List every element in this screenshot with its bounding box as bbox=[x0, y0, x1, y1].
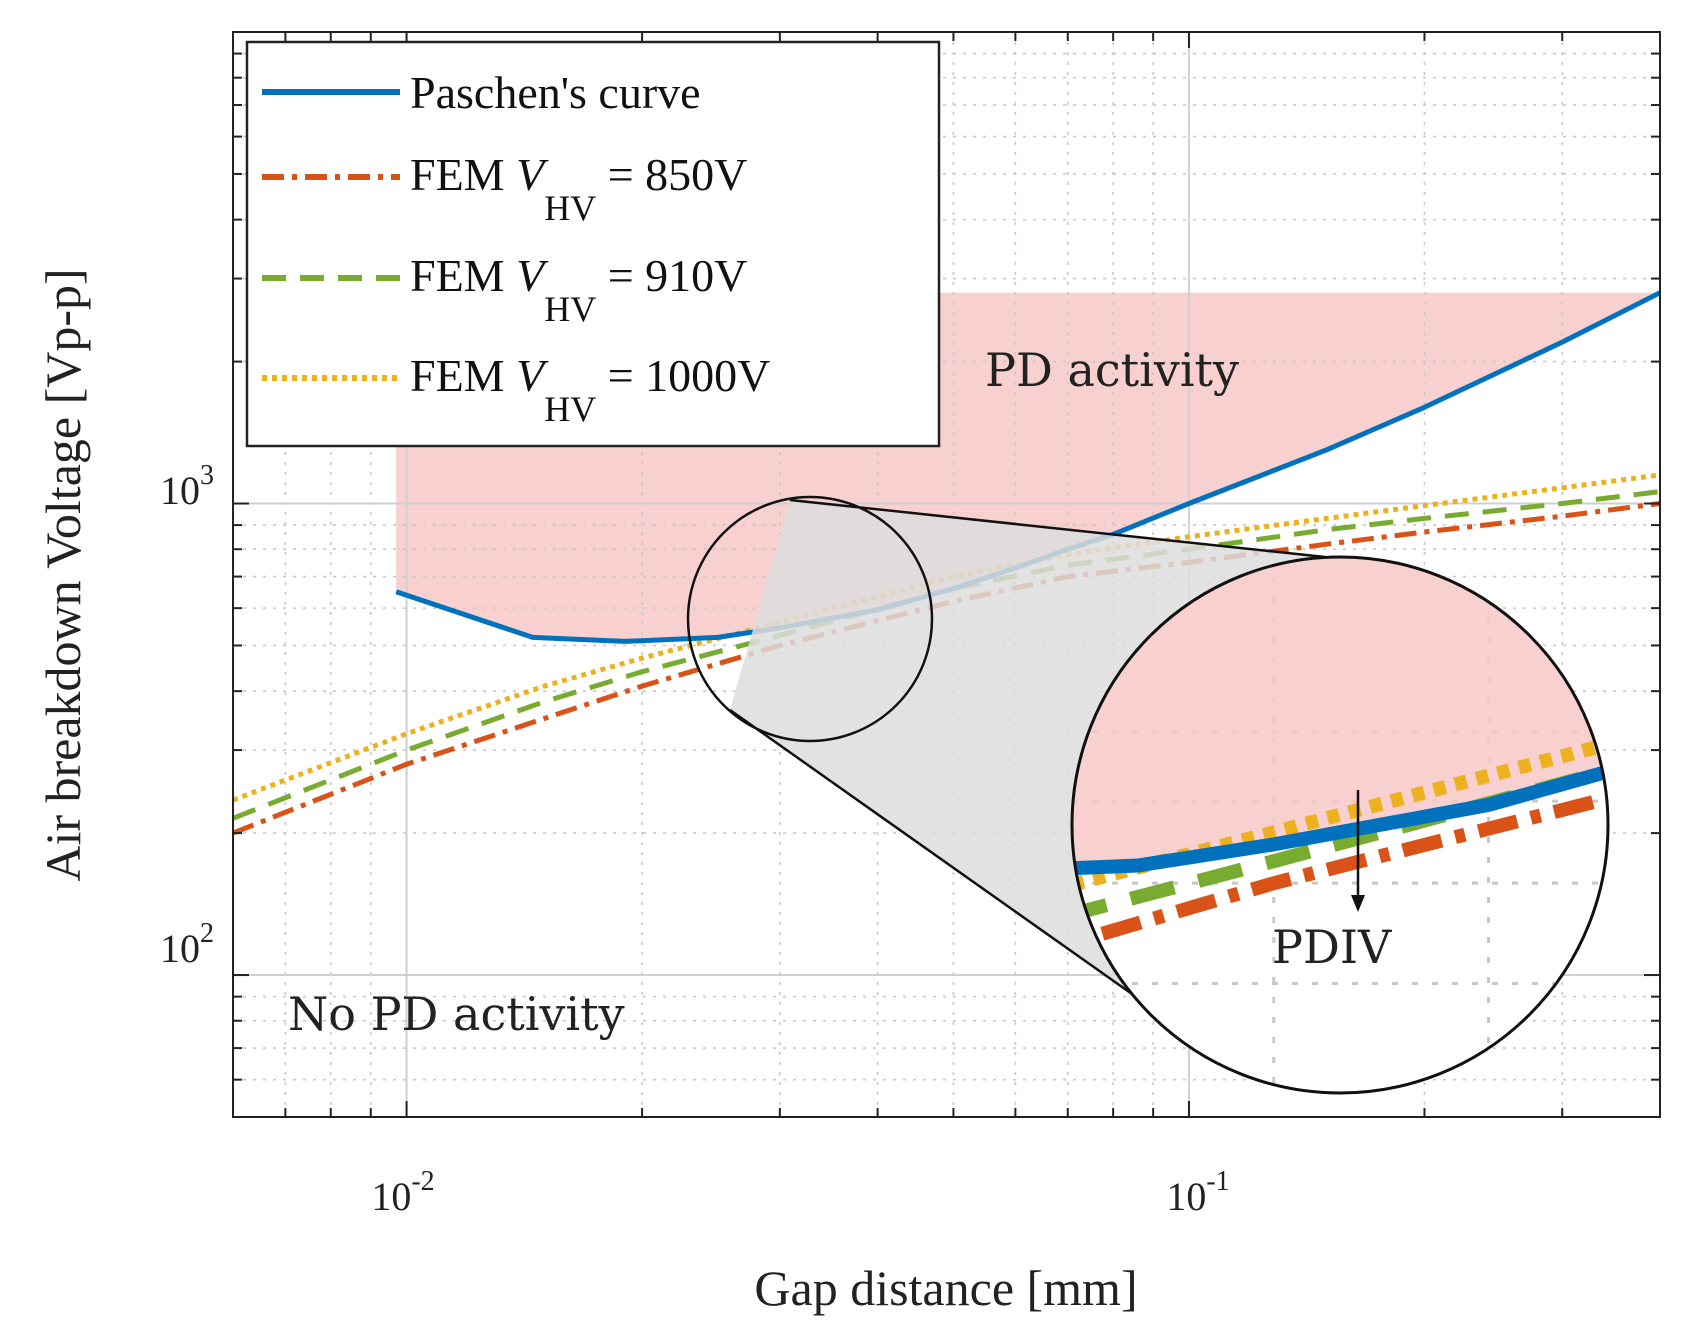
plot-frame bbox=[232, 31, 1661, 1118]
x-axis-title: Gap distance [mm] bbox=[754, 1260, 1137, 1316]
zoom-connector-line bbox=[789, 498, 1326, 559]
zoom-inset bbox=[686, 495, 1610, 1095]
pdiv-arrow bbox=[1351, 790, 1365, 912]
y-tick-label: 102 bbox=[160, 918, 214, 971]
zoom-circle-outline bbox=[1070, 555, 1610, 1095]
zoom-content bbox=[1072, 557, 1608, 1093]
x-tick-label: 10-2 bbox=[371, 1166, 434, 1219]
legend-label-paschen: Paschen's curve bbox=[410, 67, 701, 118]
zoom-connector-line bbox=[729, 708, 1133, 996]
y-tick-label: 103 bbox=[160, 460, 214, 513]
zoom-pd-activity-region bbox=[1072, 557, 1608, 875]
series-line-fem-v-hv-850v bbox=[233, 501, 1660, 836]
x-tick-label: 10-1 bbox=[1166, 1166, 1229, 1219]
legend-label-fem-910: FEM VHV = 910V bbox=[410, 250, 747, 329]
zoom-source-circle bbox=[686, 495, 934, 743]
legend-label-fem-850: FEM VHV = 850V bbox=[410, 149, 747, 228]
pdiv-label: PDIV bbox=[1272, 920, 1392, 974]
pd-activity-label: PD activity bbox=[985, 343, 1239, 397]
legend: Paschen's curve FEM VHV = 850V FEM VHV =… bbox=[245, 40, 941, 448]
legend-label-fem-1000: FEM VHV = 1000V bbox=[410, 350, 770, 429]
no-pd-activity-label: No PD activity bbox=[288, 987, 625, 1041]
y-axis-title: Air breakdown Voltage [Vp-p] bbox=[35, 268, 91, 881]
